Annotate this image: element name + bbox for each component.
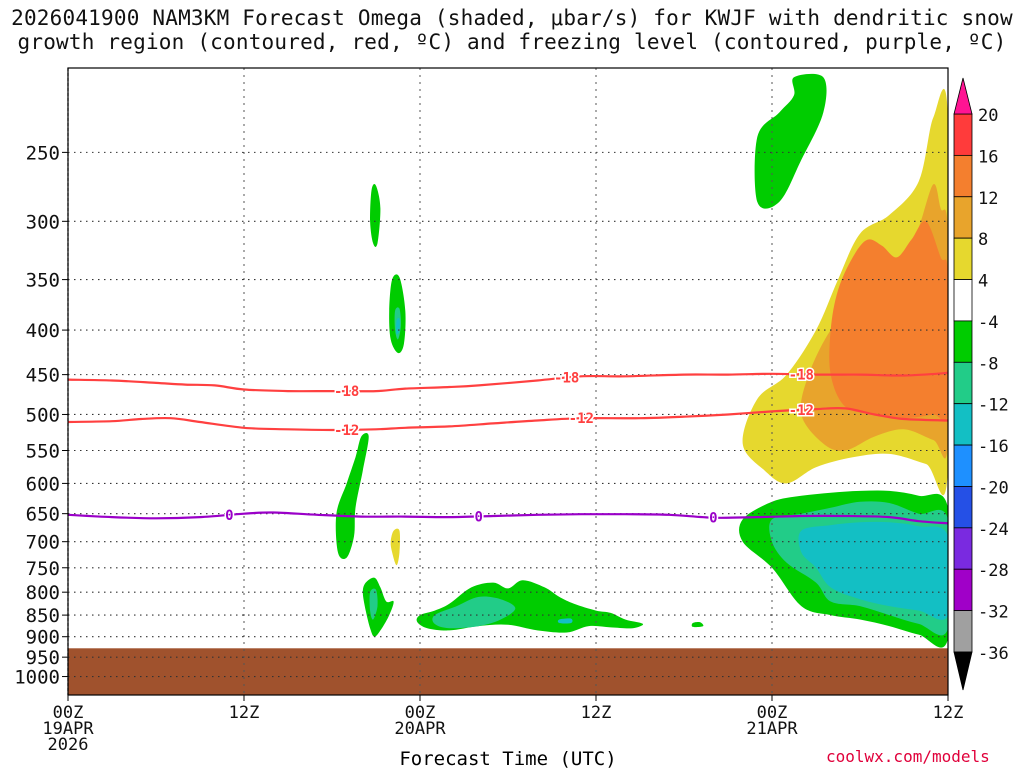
y-tick-label-850: 850 [26,605,60,627]
y-tick-label-950: 950 [26,647,60,669]
colorbar-label: 16 [978,147,998,167]
colorbar-label: 4 [978,272,988,292]
y-tick-label-900: 900 [26,627,60,649]
contour-label-0: 0 [225,508,233,524]
x-tick-label-36-1: 12Z [581,703,612,723]
colorbar-bin--8--4 [953,320,973,363]
x-tick-label-24-1: 00Z [405,703,436,723]
colorbar-bin--36--32 [953,610,973,653]
omega-region-1 [754,73,827,209]
axes: 2503003504004505005506006507007508008509… [14,142,963,755]
omega-region-6 [335,433,369,560]
contour-label--18: -18 [554,371,579,387]
credit-link[interactable]: coolwx.com/models [826,747,990,766]
colorbar-label: -24 [978,520,1009,540]
contour-label--18: -18 [789,367,814,383]
colorbar-label: -12 [978,396,1009,416]
colorbar-label: -4 [978,313,998,333]
colorbar-arrow-up [953,77,973,115]
y-tick-label-600: 600 [26,473,60,495]
colorbar-label: -8 [978,354,998,374]
colorbar-label: -28 [978,561,1009,581]
y-tick-label-300: 300 [26,211,60,233]
colorbar-bin--12--8 [953,361,973,405]
omega-region-12 [691,621,704,628]
plot-border [67,67,949,696]
colorbar-label: 12 [978,189,998,209]
x-tick-label-24-2: 20APR [394,719,446,739]
ground-fill [68,648,948,695]
colorbar-label: 20 [978,106,998,126]
y-tick-label-550: 550 [26,441,60,463]
x-tick-label-0-1: 00Z [53,703,84,723]
colorbar-bin--28--24 [953,527,973,570]
colorbar-bin-4-8 [953,237,973,280]
contour-label--18: -18 [334,384,359,400]
colorbar-label: -20 [978,478,1009,498]
colorbar-bin--16--12 [953,403,973,446]
contour-label--12: -12 [334,423,359,439]
colorbar-bin-16-20 [953,113,973,156]
colorbar-label: -36 [978,644,1009,664]
omega-region-15 [829,221,948,422]
contour-layer: -18 -18 -18 -12 -12 -12 0 0 0 [67,366,949,528]
colorbar-arrow-down [953,651,973,691]
omega-region-11 [557,618,573,624]
contour-label--12: -12 [789,403,814,419]
contour-label--12: -12 [569,411,594,427]
x-tick-label-60-1: 12Z [933,703,964,723]
colorbar-bin--20--16 [953,444,973,487]
colorbar: 20 16 12 8 4 -4 -8 -12 -16 -20 -24 -28 -32 -36 [953,77,1009,691]
y-tick-label-650: 650 [26,504,60,526]
omega-region-2 [370,184,381,247]
omega-region-7 [362,577,394,637]
colorbar-label: -16 [978,437,1009,457]
colorbar-bin--32--28 [953,568,973,612]
x-tick-label-0-2: 19APR [42,719,94,739]
colorbar-bin-8-12 [953,196,973,239]
y-tick-label-800: 800 [26,582,60,604]
colorbar-bin-12-16 [953,154,973,198]
x-tick-label-48-1: 00Z [757,703,788,723]
ground-layer [68,648,948,695]
omega-region-8 [369,588,378,620]
contour-line-0 [67,511,949,525]
x-tick-label-48-2: 21APR [746,719,798,739]
contour-label-0: 0 [474,509,482,525]
x-tick-label-0-3: 2026 [48,735,89,755]
colorbar-label: -32 [978,603,1009,623]
y-tick-label-450: 450 [26,365,60,387]
omega-region-19 [798,521,948,620]
omega-region-10 [432,596,516,629]
colorbar-bin--24--20 [953,486,973,529]
x-axis-label: Forecast Time (UTC) [399,748,616,768]
contour-line--18 [67,371,949,393]
y-tick-label-750: 750 [26,558,60,580]
chart-title-line-1: 2026041900 NAM3KM Forecast Omega (shaded… [11,6,1013,30]
y-tick-label-350: 350 [26,270,60,292]
y-tick-label-250: 250 [26,142,60,164]
colorbar-bin--4-4 [953,279,973,322]
y-tick-label-400: 400 [26,320,60,342]
x-tick-label-12-1: 12Z [229,703,260,723]
chart-title-line-2: growth region (contoured, red, ºC) and f… [17,30,1007,54]
plot-frame [67,67,949,696]
omega-shading-layer [335,73,948,648]
contour-label-0: 0 [709,511,717,527]
y-tick-label-500: 500 [26,404,60,426]
contour-line--12 [67,406,949,432]
omega-region-16 [390,528,401,566]
colorbar-label: 8 [978,230,988,250]
y-tick-label-700: 700 [26,532,60,554]
y-tick-label-1000: 1000 [14,667,60,689]
